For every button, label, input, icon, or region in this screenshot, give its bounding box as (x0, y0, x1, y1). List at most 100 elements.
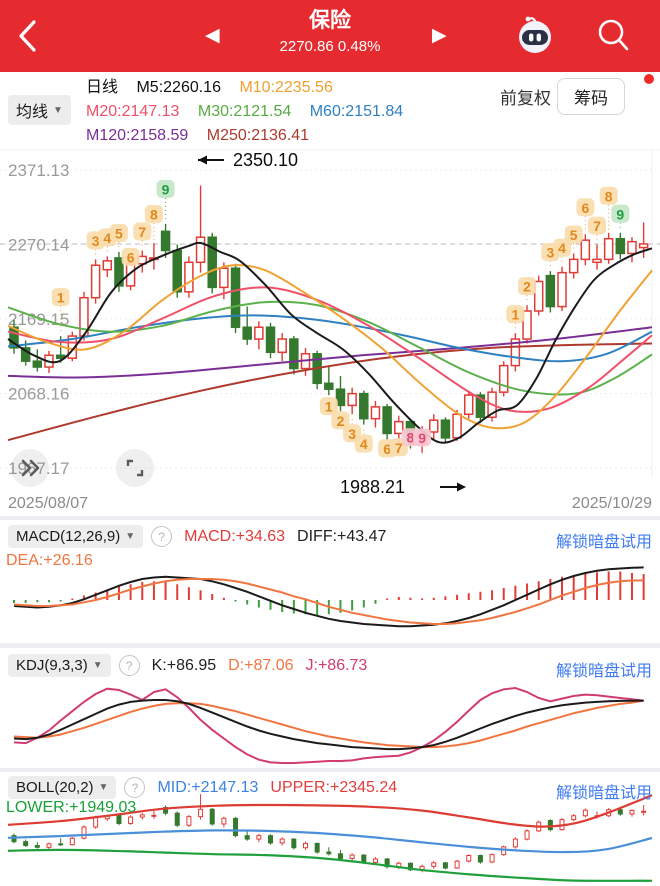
price-change: 2270.86 0.48% (230, 36, 430, 58)
svg-text:4: 4 (360, 436, 368, 452)
svg-text:2: 2 (337, 413, 345, 429)
assistant-robot-icon[interactable] (515, 16, 555, 56)
svg-text:6: 6 (383, 441, 391, 457)
svg-text:9: 9 (616, 206, 624, 222)
unlock-dark-pool-link[interactable]: 解锁暗盘试用 (555, 663, 652, 680)
forward-adjust-button[interactable]: 前复权 (500, 89, 551, 108)
chips-button[interactable]: 筹码 (557, 78, 625, 115)
svg-text:2068.16: 2068.16 (8, 385, 69, 404)
back-icon[interactable] (10, 14, 50, 58)
j-value: J:+86.73 (305, 656, 368, 674)
ma60-value: M60:2151.84 (309, 103, 404, 120)
grid-layer (0, 149, 660, 478)
next-stock-arrow-icon[interactable]: ▶ (432, 25, 447, 46)
svg-text:2371.13: 2371.13 (8, 161, 69, 180)
date-start: 2025/08/07 (8, 495, 89, 512)
svg-text:7: 7 (593, 218, 601, 234)
ma10-value: M10:2235.56 (239, 79, 333, 96)
svg-text:3: 3 (92, 233, 100, 249)
boll-bands-layer (7, 794, 653, 882)
svg-text:3: 3 (546, 245, 554, 261)
svg-text:8: 8 (150, 207, 158, 223)
kdj-selector-label: KDJ(9,3,3) (16, 657, 88, 674)
kdj-chart-svg[interactable] (0, 648, 660, 768)
svg-text:6: 6 (127, 249, 135, 265)
title-block: 保险 2270.86 0.48% (230, 6, 430, 58)
ma-dropdown-button[interactable]: 均线 ▼ (8, 95, 71, 125)
change-percent: 0.48% (337, 38, 381, 55)
search-icon[interactable] (594, 16, 634, 56)
unlock-dark-pool-link[interactable]: 解锁暗盘试用 (555, 534, 652, 551)
boll-chart-svg[interactable] (0, 772, 660, 886)
macd-selector-label: MACD(12,26,9) (16, 528, 121, 545)
more-indicators-button[interactable] (11, 449, 49, 487)
help-icon[interactable]: ? (151, 526, 173, 547)
kdj-lines-layer (13, 686, 644, 764)
macd-panel: MACD(12,26,9) ▼ ? MACD:+34.63 DIFF:+43.4… (0, 520, 660, 643)
kdj-header: KDJ(9,3,3) ▼ ? K:+86.95 D:+87.06 J:+86.7… (8, 654, 367, 677)
upper-value: UPPER:+2345.24 (270, 778, 398, 796)
svg-text:4: 4 (103, 230, 111, 246)
d-value: D:+87.06 (228, 656, 294, 674)
svg-text:2350.10: 2350.10 (233, 150, 298, 170)
boll-selector-label: BOLL(20,2) (16, 779, 94, 796)
ma250-value: M250:2136.41 (206, 127, 310, 144)
svg-text:1: 1 (511, 307, 519, 323)
svg-text:9: 9 (162, 181, 170, 197)
lower-value: LOWER:+1949.03 (6, 799, 137, 816)
help-icon[interactable]: ? (118, 655, 140, 676)
fullscreen-button[interactable] (116, 449, 154, 487)
svg-text:1988.21: 1988.21 (340, 477, 405, 497)
kdj-panel: KDJ(9,3,3) ▼ ? K:+86.95 D:+87.06 J:+86.7… (0, 648, 660, 768)
unlock-dark-pool-link[interactable]: 解锁暗盘试用 (555, 785, 652, 802)
ma-legend: 日线 M5:2260.16 M10:2235.56 M20:2147.13 M3… (86, 76, 486, 148)
prev-stock-arrow-icon[interactable]: ◀ (205, 25, 220, 46)
lower-row: LOWER:+1949.03 (6, 799, 136, 817)
svg-text:2169.15: 2169.15 (8, 310, 69, 329)
macd-lines-layer (13, 566, 644, 628)
svg-text:5: 5 (570, 227, 578, 243)
svg-text:7: 7 (395, 440, 403, 456)
dea-value: DEA:+26.16 (6, 552, 93, 569)
macd-hist-layer (13, 571, 645, 615)
svg-text:5: 5 (115, 225, 123, 241)
kdj-selector[interactable]: KDJ(9,3,3) ▼ (8, 654, 111, 677)
divider (0, 768, 660, 772)
chevron-down-icon: ▼ (98, 782, 109, 793)
macd-chart-svg[interactable] (0, 520, 660, 643)
svg-text:3: 3 (348, 426, 356, 442)
notification-dot (644, 74, 654, 84)
ma-lines-layer (7, 241, 653, 444)
svg-text:2270.14: 2270.14 (8, 236, 69, 255)
macd-selector[interactable]: MACD(12,26,9) ▼ (8, 525, 144, 548)
price-value: 2270.86 (279, 38, 334, 55)
boll-selector[interactable]: BOLL(20,2) ▼ (8, 776, 117, 799)
k-value: K:+86.95 (151, 656, 217, 674)
ma120-value: M120:2158.59 (86, 127, 189, 144)
divider (0, 643, 660, 648)
svg-text:1: 1 (57, 290, 65, 306)
divider (0, 516, 660, 520)
period-label[interactable]: 日线 (86, 79, 119, 96)
svg-text:2: 2 (523, 279, 531, 295)
main-chart[interactable]: 2371.13 2270.14 2169.15 2068.16 1967.17 1 3 4 5 6… (0, 148, 660, 516)
chevron-down-icon: ▼ (125, 531, 136, 542)
svg-text:4: 4 (558, 240, 566, 256)
candles-layer (9, 185, 649, 453)
svg-text:9: 9 (418, 430, 426, 446)
svg-text:8: 8 (407, 430, 415, 446)
chevron-down-icon: ▼ (53, 104, 63, 116)
boll-header: BOLL(20,2) ▼ ? MID:+2147.13 UPPER:+2345.… (8, 776, 397, 799)
help-icon[interactable]: ? (124, 777, 146, 798)
ma20-value: M20:2147.13 (86, 103, 180, 120)
page-title: 保险 (309, 9, 351, 32)
ma5-value: M5:2260.16 (136, 79, 221, 96)
macd-header: MACD(12,26,9) ▼ ? MACD:+34.63 DIFF:+43.4… (8, 525, 386, 548)
svg-text:8: 8 (605, 188, 613, 204)
annotations-layer: 2350.10 1988.21 (198, 150, 466, 497)
date-end: 2025/10/29 (571, 495, 652, 512)
